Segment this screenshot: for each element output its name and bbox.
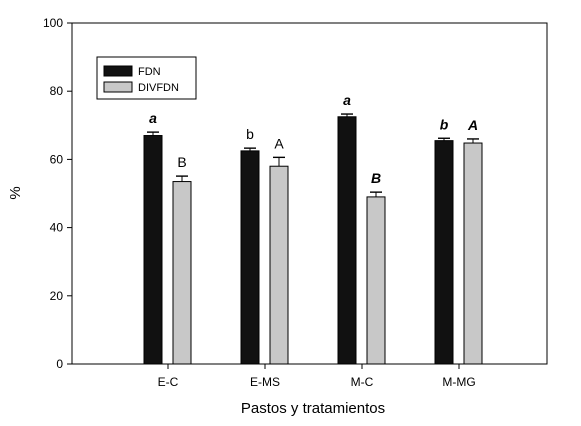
y-tick-label: 0 — [56, 357, 63, 371]
significance-label: A — [467, 117, 478, 133]
bar-divfdn — [366, 196, 386, 365]
legend-swatch-fdn — [103, 65, 133, 77]
significance-label: b — [440, 116, 449, 132]
legend: FDN DIVFDN — [96, 56, 197, 100]
bar-divfdn — [269, 165, 289, 365]
significance-label: a — [343, 92, 351, 108]
plot-frame — [71, 22, 548, 365]
x-tick-label: M-C — [351, 375, 374, 389]
axes-layer: 0 20 40 60 80 100 E-C E-MS M-C M-MG — [43, 16, 548, 389]
x-tick-label: E-C — [158, 375, 179, 389]
bar-divfdn — [172, 181, 192, 365]
significance-label: a — [149, 110, 157, 126]
significance-label: b — [246, 126, 254, 142]
significance-label: B — [177, 154, 186, 170]
legend-label-divfdn: DIVFDN — [138, 82, 179, 94]
bar-fdn — [434, 140, 454, 365]
bar-fdn — [337, 116, 357, 365]
legend-label-fdn: FDN — [138, 66, 161, 78]
x-tick-label: E-MS — [250, 375, 280, 389]
x-axis-title: Pastos y tratamientos — [241, 400, 385, 417]
bar-divfdn — [463, 142, 483, 365]
significance-label: B — [371, 170, 381, 186]
y-tick-label: 100 — [43, 16, 63, 30]
x-tick-label: M-MG — [442, 375, 475, 389]
y-tick-label: 60 — [50, 152, 64, 166]
y-tick-label: 40 — [50, 221, 64, 235]
bar-fdn — [240, 150, 260, 365]
bar-fdn — [143, 135, 163, 365]
bars-layer — [143, 113, 483, 365]
y-tick-label: 80 — [50, 84, 64, 98]
legend-swatch-divfdn — [103, 81, 133, 93]
y-tick-label: 20 — [50, 289, 64, 303]
significance-label: A — [274, 135, 284, 151]
y-axis-title: % — [7, 186, 24, 199]
labels-layer: a b a b B A B A — [149, 92, 478, 186]
